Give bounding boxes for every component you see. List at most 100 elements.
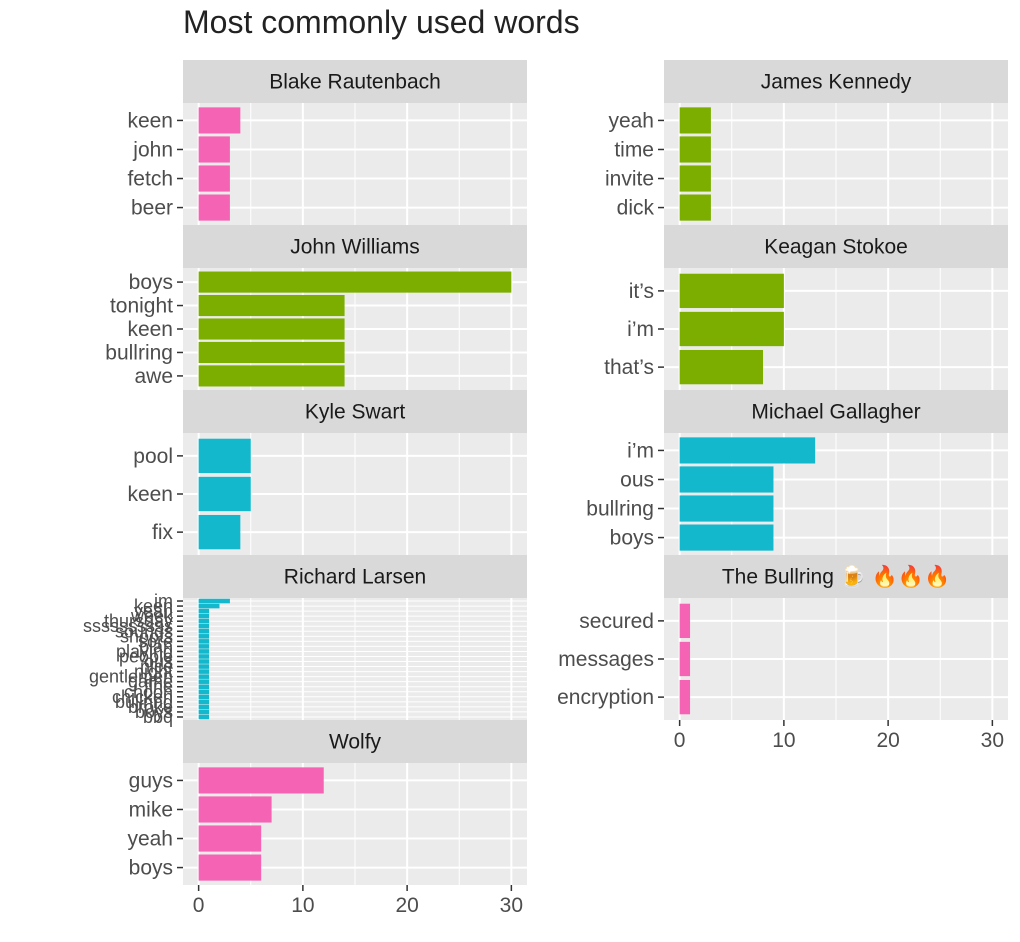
y-tick-label: pool — [133, 445, 173, 468]
y-tick-label: time — [614, 138, 654, 161]
y-tick-label: i’m — [627, 439, 654, 462]
y-tick-label: ous — [144, 652, 173, 672]
y-tick-label: gentlemen — [89, 667, 173, 687]
y-tick-label: keen — [127, 483, 173, 506]
y-tick-label: sore — [138, 631, 173, 651]
bar-richard-larsen — [198, 618, 210, 624]
y-tick-label: boys — [129, 857, 173, 880]
bar-michael-gallagher — [679, 524, 774, 551]
bar-wolfy — [198, 767, 324, 794]
y-tick-label: john — [132, 138, 173, 161]
facet-strip-label: Kyle Swart — [305, 401, 406, 424]
facet-strip — [183, 390, 527, 433]
y-tick-label: night — [134, 662, 173, 682]
y-tick-label: encryption — [557, 686, 654, 709]
y-tick-label: yeah — [134, 601, 173, 621]
bar-richard-larsen — [198, 689, 210, 695]
bar-the-bullring — [679, 603, 691, 639]
y-tick-label: keen — [127, 109, 173, 132]
facet-strip — [664, 225, 1008, 268]
y-tick-label: people — [119, 646, 173, 666]
bar-james-kennedy — [679, 136, 711, 163]
bar-kyle-swart — [198, 438, 251, 474]
x-tick-label: 30 — [500, 894, 523, 917]
y-tick-label: ous — [620, 468, 654, 491]
facet-strip-label: Michael Gallagher — [751, 401, 920, 424]
y-tick-label: beer — [131, 197, 173, 220]
bar-the-bullring — [679, 641, 691, 677]
facet-strip-label: Blake Rautenbach — [269, 71, 441, 94]
facet-strip — [664, 555, 1008, 598]
x-tick-label: 0 — [193, 894, 205, 917]
x-tick-label: 10 — [772, 729, 795, 752]
x-tick-label: 10 — [291, 894, 314, 917]
y-tick-label: yeah — [127, 828, 173, 851]
bar-richard-larsen — [198, 639, 210, 644]
y-tick-label: invite — [605, 168, 654, 191]
bar-kyle-swart — [198, 476, 251, 512]
y-tick-label: dick — [617, 197, 655, 220]
y-tick-label: tonight — [110, 295, 173, 318]
bar-richard-larsen — [198, 623, 210, 629]
bar-blake-rautenbach — [198, 107, 241, 134]
facet-strip — [183, 555, 527, 598]
y-tick-label: shoots — [120, 626, 173, 646]
bar-michael-gallagher — [679, 437, 816, 464]
y-tick-label: boys — [129, 271, 173, 294]
bar-richard-larsen — [198, 629, 210, 634]
facet-strip-label: Richard Larsen — [284, 566, 426, 589]
bar-john-williams — [198, 365, 345, 387]
bar-kyle-swart — [198, 514, 241, 550]
y-tick-label: i’m — [627, 318, 654, 341]
bar-james-kennedy — [679, 194, 711, 221]
y-tick-label: mike — [129, 798, 173, 821]
facet-strip — [183, 60, 527, 103]
bar-john-williams — [198, 271, 512, 293]
bar-richard-larsen — [198, 598, 230, 604]
facet-strip-label: Keagan Stokoe — [764, 236, 908, 259]
y-tick-label: keen — [134, 596, 173, 616]
y-tick-label: that’s — [604, 356, 654, 379]
bar-john-williams — [198, 318, 345, 340]
bar-keagan-stokoe — [679, 311, 784, 347]
y-tick-label: game — [128, 672, 173, 692]
bar-richard-larsen — [198, 709, 210, 715]
y-tick-label: im — [154, 591, 173, 611]
y-tick-label: fine — [144, 677, 173, 697]
bar-richard-larsen — [198, 634, 210, 639]
y-tick-label: keen — [127, 318, 173, 341]
x-tick-label: 0 — [674, 729, 686, 752]
facet-strip-label: Wolfy — [329, 731, 382, 754]
y-tick-label: awe — [134, 365, 173, 388]
y-tick-label: chicken — [112, 687, 173, 707]
bar-richard-larsen — [198, 714, 210, 720]
facet-strip-label: John Williams — [290, 236, 420, 259]
bar-richard-larsen — [198, 608, 210, 614]
bar-wolfy — [198, 796, 272, 823]
y-tick-label: boys — [135, 702, 173, 722]
y-tick-label: playing — [116, 641, 173, 661]
bar-richard-larsen — [198, 603, 220, 609]
y-tick-label: fix — [152, 521, 174, 544]
y-tick-label: it’s — [629, 280, 654, 303]
y-tick-label: bbq — [143, 707, 173, 727]
facet-strip-label: The Bullring 🍺 🔥🔥🔥 — [722, 564, 950, 589]
y-tick-label: broke — [128, 697, 173, 717]
bar-blake-rautenbach — [198, 165, 230, 192]
bar-richard-larsen — [198, 613, 210, 619]
y-tick-label: fetch — [127, 168, 173, 191]
y-tick-label: boys — [610, 527, 654, 550]
bar-richard-larsen — [198, 654, 210, 659]
y-tick-label: bullring — [105, 341, 173, 364]
y-tick-label: ssssssssss — [83, 616, 173, 636]
bar-richard-larsen — [198, 644, 210, 649]
y-tick-label: bullring — [586, 498, 654, 521]
bar-john-williams — [198, 341, 345, 364]
bar-the-bullring — [679, 679, 691, 715]
facet-strip — [664, 60, 1008, 103]
y-tick-label: yeah — [608, 109, 654, 132]
facet-strip — [183, 720, 527, 763]
bar-michael-gallagher — [679, 495, 774, 522]
y-tick-label: nice — [140, 657, 173, 677]
